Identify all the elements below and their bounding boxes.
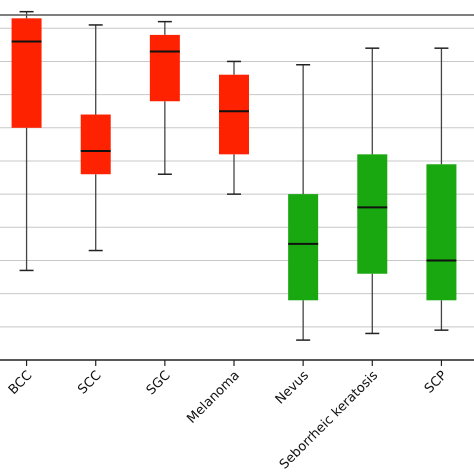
x-tick-label: Melanoma (184, 368, 242, 426)
box-scp (426, 47, 457, 331)
gridlines (0, 27, 474, 328)
boxes-layer (11, 10, 457, 341)
box-sgc (149, 20, 180, 175)
box-nevus (288, 64, 319, 341)
x-tick-label: BCC (6, 368, 36, 398)
box-melanoma (219, 60, 249, 195)
box-bcc (11, 10, 42, 272)
iqr-box (11, 18, 42, 128)
x-tick-label: SGC (144, 368, 174, 398)
iqr-box (219, 74, 249, 155)
iqr-box (80, 114, 111, 175)
x-tick-label: Nevus (273, 368, 312, 407)
box-seborrheic-keratosis (357, 47, 388, 335)
iqr-box (149, 34, 180, 102)
iqr-box (357, 154, 388, 274)
x-tick-label: SCP (422, 368, 451, 397)
iqr-box (288, 194, 319, 301)
box-scc (80, 24, 111, 252)
x-tick-label: SCC (75, 368, 104, 397)
axes-layer (0, 14, 474, 366)
iqr-box (426, 164, 457, 301)
